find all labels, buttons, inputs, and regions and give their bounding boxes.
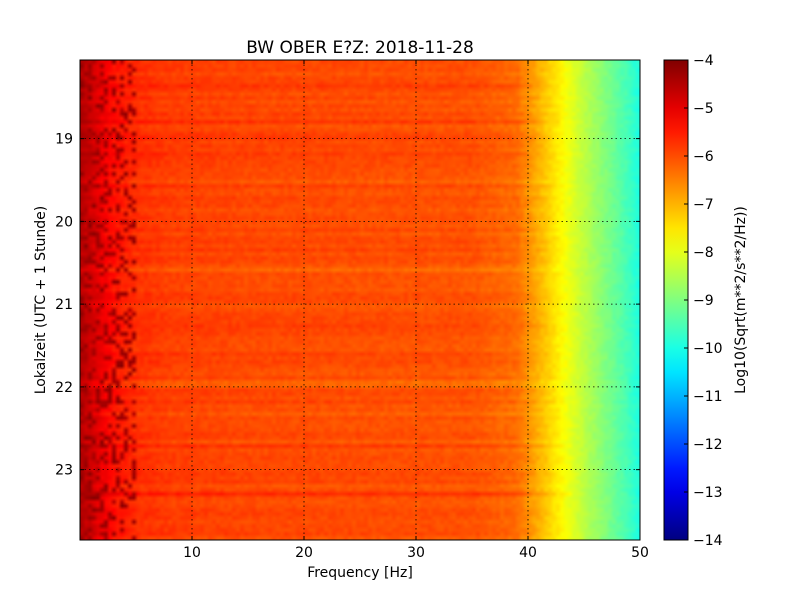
colorbar-tick-label: −5 <box>693 101 714 117</box>
y-tick-label: 19 <box>55 132 73 148</box>
heatmap-image <box>80 60 640 540</box>
chart-title: BW OBER E?Z: 2018-11-28 <box>246 38 474 58</box>
x-axis-ticks: 10 20 30 40 50 <box>183 60 649 561</box>
grid-lines <box>80 60 640 540</box>
colorbar-ticks: −4 −5 −6 −7 −8 −9 −10 −11 −12 −13 −14 <box>684 53 723 549</box>
colorbar-tick-label: −14 <box>693 533 723 549</box>
x-tick-label: 30 <box>407 545 425 561</box>
y-tick-label: 20 <box>55 214 73 230</box>
colorbar-tick-label: −6 <box>693 149 714 165</box>
colorbar-tick-label: −7 <box>693 197 714 213</box>
colorbar-tick-label: −8 <box>693 245 714 261</box>
colorbar-tick-label: −9 <box>693 293 714 309</box>
y-axis-ticks: 19 20 21 22 23 <box>55 132 640 479</box>
x-tick-label: 40 <box>519 545 537 561</box>
y-tick-label: 21 <box>55 297 73 313</box>
colorbar-tick-label: −12 <box>693 437 723 453</box>
x-tick-label: 20 <box>295 545 313 561</box>
y-tick-label: 22 <box>55 380 73 396</box>
colorbar-tick-label: −13 <box>693 485 723 501</box>
colorbar-label: Log10(Sqrt(m**2/s**2/Hz)) <box>733 206 749 394</box>
plot-area <box>80 60 640 540</box>
x-tick-label: 10 <box>183 545 201 561</box>
x-tick-label: 50 <box>631 545 649 561</box>
colorbar-tick-label: −11 <box>693 389 723 405</box>
colorbar-tick-label: −4 <box>693 53 714 69</box>
x-axis-label: Frequency [Hz] <box>307 565 413 581</box>
plot-frame <box>79 59 641 541</box>
y-axis-label: Lokalzeit (UTC + 1 Stunde) <box>33 206 49 395</box>
colorbar-tick-label: −10 <box>693 341 723 357</box>
y-tick-label: 23 <box>55 463 73 479</box>
